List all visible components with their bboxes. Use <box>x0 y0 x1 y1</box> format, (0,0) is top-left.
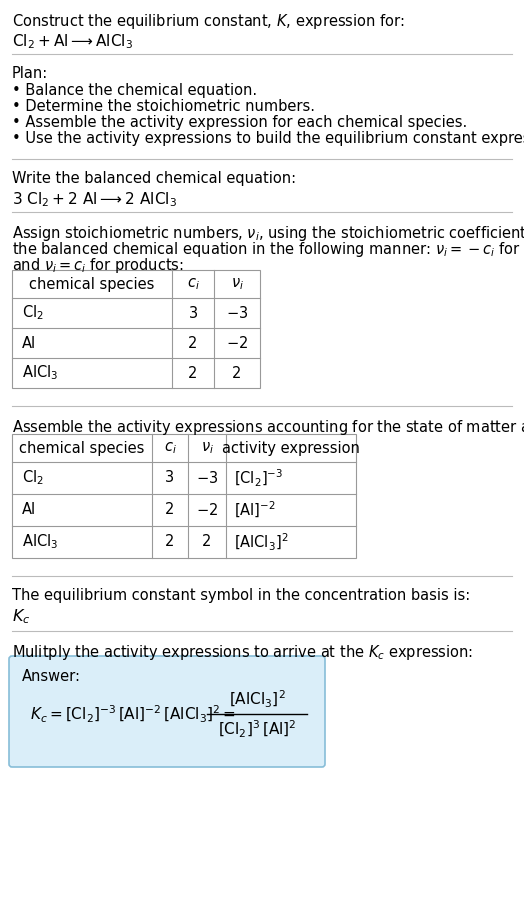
Text: $[\mathrm{AlCl_3}]^2$: $[\mathrm{AlCl_3}]^2$ <box>228 688 286 710</box>
Text: Assign stoichiometric numbers, $\nu_i$, using the stoichiometric coefficients, $: Assign stoichiometric numbers, $\nu_i$, … <box>12 224 524 243</box>
Text: 2: 2 <box>165 503 174 517</box>
Text: Assemble the activity expressions accounting for the state of matter and $\nu_i$: Assemble the activity expressions accoun… <box>12 418 524 437</box>
Text: Write the balanced chemical equation:: Write the balanced chemical equation: <box>12 171 296 186</box>
Text: • Balance the chemical equation.: • Balance the chemical equation. <box>12 83 257 98</box>
Text: $\nu_i$: $\nu_i$ <box>201 441 213 456</box>
Text: chemical species: chemical species <box>29 277 155 292</box>
Text: 3: 3 <box>166 470 174 486</box>
Text: $\nu_i$: $\nu_i$ <box>231 276 244 292</box>
Text: the balanced chemical equation in the following manner: $\nu_i = -c_i$ for react: the balanced chemical equation in the fo… <box>12 240 524 259</box>
Text: $[\mathrm{Cl_2}]^{-3}$: $[\mathrm{Cl_2}]^{-3}$ <box>234 468 283 488</box>
Text: Al: Al <box>22 335 36 350</box>
Text: The equilibrium constant symbol in the concentration basis is:: The equilibrium constant symbol in the c… <box>12 588 470 603</box>
Text: $-3$: $-3$ <box>196 470 218 486</box>
Text: 2: 2 <box>165 534 174 550</box>
Text: $[\mathrm{AlCl_3}]^{2}$: $[\mathrm{AlCl_3}]^{2}$ <box>234 532 288 552</box>
Text: • Determine the stoichiometric numbers.: • Determine the stoichiometric numbers. <box>12 99 315 114</box>
Text: 2: 2 <box>188 366 198 380</box>
Text: 2: 2 <box>202 534 212 550</box>
Text: $K_c$: $K_c$ <box>12 607 30 625</box>
Text: $\mathrm{3\ Cl_2 + 2\ Al \longrightarrow 2\ AlCl_3}$: $\mathrm{3\ Cl_2 + 2\ Al \longrightarrow… <box>12 190 177 209</box>
Text: $\mathrm{AlCl_3}$: $\mathrm{AlCl_3}$ <box>22 364 58 382</box>
Text: 3: 3 <box>189 305 198 321</box>
Text: $[\mathrm{Cl_2}]^3\,[\mathrm{Al}]^2$: $[\mathrm{Cl_2}]^3\,[\mathrm{Al}]^2$ <box>218 718 296 740</box>
Text: 2: 2 <box>232 366 242 380</box>
Text: $[\mathrm{Al}]^{-2}$: $[\mathrm{Al}]^{-2}$ <box>234 500 276 520</box>
Text: $K_c = [\mathrm{Cl_2}]^{-3}\,[\mathrm{Al}]^{-2}\,[\mathrm{AlCl_3}]^{2} = $: $K_c = [\mathrm{Cl_2}]^{-3}\,[\mathrm{Al… <box>30 704 236 724</box>
Text: $c_i$: $c_i$ <box>187 276 200 292</box>
Text: $c_i$: $c_i$ <box>163 441 177 456</box>
Text: Plan:: Plan: <box>12 66 48 81</box>
Bar <box>12 434 356 558</box>
Text: 2: 2 <box>188 335 198 350</box>
Text: activity expression: activity expression <box>222 441 360 456</box>
Text: $\mathrm{Cl_2}$: $\mathrm{Cl_2}$ <box>22 469 44 487</box>
FancyBboxPatch shape <box>9 656 325 767</box>
Text: • Use the activity expressions to build the equilibrium constant expression.: • Use the activity expressions to build … <box>12 131 524 146</box>
Text: $-3$: $-3$ <box>226 305 248 321</box>
Text: and $\nu_i = c_i$ for products:: and $\nu_i = c_i$ for products: <box>12 256 184 275</box>
Text: $\mathrm{AlCl_3}$: $\mathrm{AlCl_3}$ <box>22 532 58 551</box>
Text: $-2$: $-2$ <box>226 335 248 351</box>
Text: Construct the equilibrium constant, $K$, expression for:: Construct the equilibrium constant, $K$,… <box>12 12 405 31</box>
Text: • Assemble the activity expression for each chemical species.: • Assemble the activity expression for e… <box>12 115 467 130</box>
Text: $\mathrm{Cl_2 + Al \longrightarrow AlCl_3}$: $\mathrm{Cl_2 + Al \longrightarrow AlCl_… <box>12 32 133 50</box>
Text: $-2$: $-2$ <box>196 502 218 518</box>
Text: Al: Al <box>22 503 36 517</box>
Text: $\mathrm{Cl_2}$: $\mathrm{Cl_2}$ <box>22 304 44 323</box>
Text: Answer:: Answer: <box>22 669 81 684</box>
Bar <box>12 270 260 388</box>
Text: chemical species: chemical species <box>19 441 145 456</box>
Text: Mulitply the activity expressions to arrive at the $K_c$ expression:: Mulitply the activity expressions to arr… <box>12 643 473 662</box>
